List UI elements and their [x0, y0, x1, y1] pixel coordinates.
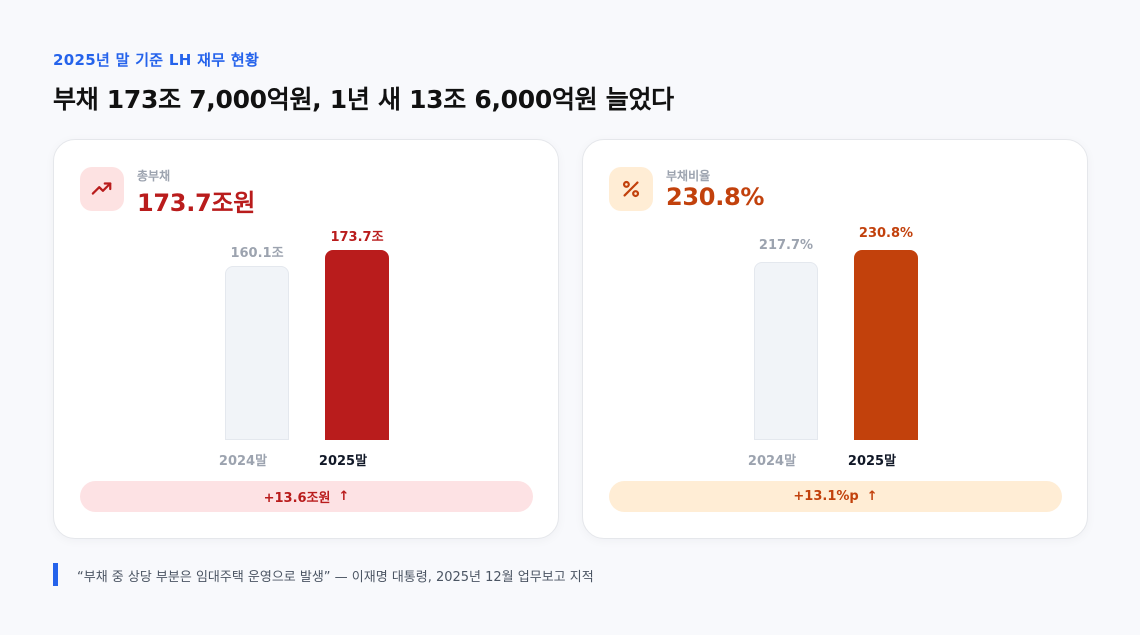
- bar-2025: [325, 250, 389, 440]
- quote-text: “부채 중 상당 부분은 임대주택 운영으로 발생” — 이재명 대통령, 20…: [77, 570, 594, 585]
- metric-label: 총부채: [137, 169, 171, 183]
- change-badge: +13.1%p ↑: [609, 481, 1062, 512]
- category-label-2025: 2025말: [847, 454, 897, 469]
- trending-up-icon: [80, 167, 124, 211]
- arrow-up-icon: ↑: [866, 489, 878, 504]
- change-badge: +13.6조원 ↑: [80, 481, 533, 512]
- bar-2024: [225, 266, 289, 440]
- quote-accent-bar: [53, 563, 58, 586]
- metric-value: 230.8%: [666, 183, 765, 211]
- arrow-up-icon: ↑: [338, 489, 350, 504]
- page-title: 부채 173조 7,000억원, 1년 새 13조 6,000억원 늘었다: [53, 85, 674, 114]
- category-label-2024: 2024말: [747, 454, 797, 469]
- debt-ratio-card: 부채비율 230.8% 217.7% 230.8% 2024말 2025말 +1…: [582, 139, 1088, 539]
- metric-label: 부채비율: [666, 169, 711, 183]
- bar-value-label-2025: 173.7조: [330, 230, 384, 245]
- eyebrow-subtitle: 2025년 말 기준 LH 재무 현황: [53, 51, 260, 69]
- change-value: +13.1%p: [793, 489, 859, 504]
- percent-icon: [609, 167, 653, 211]
- bar-value-label-2024: 217.7%: [758, 238, 814, 253]
- total-debt-card: 총부채 173.7조원 160.1조 173.7조 2024말 2025말 +1…: [53, 139, 559, 539]
- category-label-2025: 2025말: [318, 454, 368, 469]
- bar-value-label-2024: 160.1조: [230, 246, 284, 261]
- bar-2025: [854, 250, 918, 440]
- metric-value: 173.7조원: [137, 189, 255, 217]
- change-value: +13.6조원: [263, 491, 331, 506]
- category-label-2024: 2024말: [218, 454, 268, 469]
- bar-value-label-2025: 230.8%: [858, 226, 914, 241]
- bar-2024: [754, 262, 818, 440]
